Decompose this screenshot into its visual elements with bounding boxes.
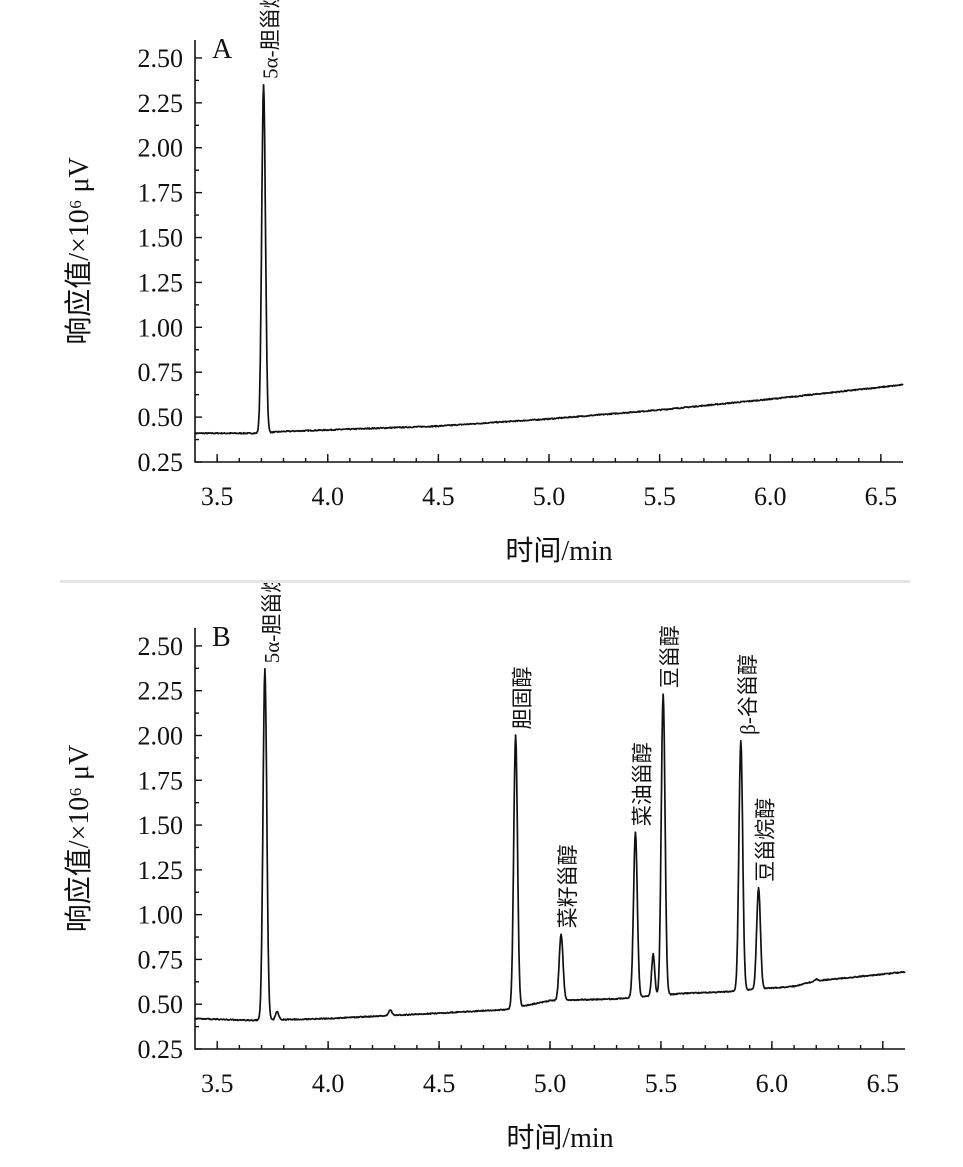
panel-letter: A	[212, 34, 233, 65]
x-tick-label: 5.0	[533, 482, 566, 511]
peak-label: 菜油甾醇	[630, 742, 654, 826]
chromatogram-trace-a	[194, 84, 904, 435]
x-tick-label: 6.5	[865, 482, 898, 511]
y-tick-label: 2.25	[138, 677, 184, 706]
chart-panel-a: 0.25 0.50 0.75 1.00 1.25 1.50 1.75 2.00 2.25 2.50…	[0, 0, 963, 580]
y-tick-label: 0.75	[138, 358, 184, 387]
peak-label: β-谷甾醇	[736, 654, 760, 735]
x-tick-label: 6.5	[867, 1069, 900, 1098]
chart-panel-b: 0.25 0.50 0.75 1.00 1.25 1.50 1.75 2.00 2.25 2.50…	[0, 583, 963, 1167]
y-tick-label: 1.00	[138, 901, 184, 930]
peak-apex	[514, 734, 517, 737]
y-tick-label: 0.25	[138, 1035, 184, 1064]
axes-a	[194, 40, 903, 463]
x-tick-label: 4.5	[423, 1069, 456, 1098]
x-tick-label: 3.5	[201, 1069, 234, 1098]
peak-apex	[739, 739, 742, 742]
panel-letter: B	[212, 622, 231, 653]
x-tick-label: 6.0	[756, 1069, 789, 1098]
peak-apex	[757, 886, 760, 889]
y-tick-label: 2.00	[138, 134, 184, 163]
x-tick-label: 6.0	[754, 482, 787, 511]
peak-label: 豆甾烷醇	[754, 798, 778, 882]
y-tick-label: 0.75	[138, 945, 184, 974]
x-axis-title: 时间/min	[505, 535, 612, 567]
peak-label: 胆固醇	[511, 666, 535, 729]
y-tick-label: 2.00	[138, 721, 184, 750]
y-tick-label: 0.50	[138, 990, 184, 1019]
x-tick-label: 5.5	[643, 482, 676, 511]
y-tick-label: 2.50	[138, 44, 184, 73]
y-tick-label: 0.50	[138, 403, 184, 432]
y-tick-label: 0.25	[138, 448, 184, 477]
y-tick-label: 1.00	[138, 313, 184, 342]
y-axis-title: 响应值/×10⁶ μV	[63, 745, 95, 933]
peak-label: 5α-胆甾烷	[260, 583, 284, 663]
y-tick-label: 2.25	[138, 89, 184, 118]
peak-label: 豆甾醇	[658, 625, 682, 688]
peak-apex	[662, 693, 665, 696]
x-tick-label: 5.0	[534, 1069, 567, 1098]
y-tick-label: 1.25	[138, 856, 184, 885]
chart-a-svg: 0.25 0.50 0.75 1.00 1.25 1.50 1.75 2.00 2.25 2.50…	[63, 0, 904, 567]
panel-divider	[60, 580, 910, 583]
x-tick-label: 4.5	[422, 482, 455, 511]
peak-apex	[262, 83, 265, 86]
y-tick-label: 1.50	[138, 811, 184, 840]
peak-apex	[634, 831, 637, 834]
chart-b-svg: 0.25 0.50 0.75 1.00 1.25 1.50 1.75 2.00 2.25 2.50…	[63, 583, 906, 1154]
y-tick-label: 1.50	[138, 224, 184, 253]
x-axis-title: 时间/min	[506, 1122, 613, 1154]
peak-apex	[263, 668, 266, 671]
x-tick-label: 4.0	[312, 1069, 345, 1098]
peak-apex	[560, 933, 562, 936]
x-tick-label: 5.5	[645, 1069, 678, 1098]
y-tick-label: 1.75	[138, 766, 184, 795]
y-tick-label: 1.75	[138, 179, 184, 208]
y-axis-title: 响应值/×10⁶ μV	[63, 157, 95, 345]
x-tick-label: 4.0	[312, 482, 345, 511]
peak-label: 5α-胆甾烷	[259, 0, 283, 79]
y-tick-label: 1.25	[138, 268, 184, 297]
peak-label: 菜籽甾醇	[556, 844, 580, 928]
x-tick-label: 3.5	[201, 482, 234, 511]
y-tick-label: 2.50	[138, 632, 184, 661]
chromatogram-trace-b	[194, 668, 906, 1022]
